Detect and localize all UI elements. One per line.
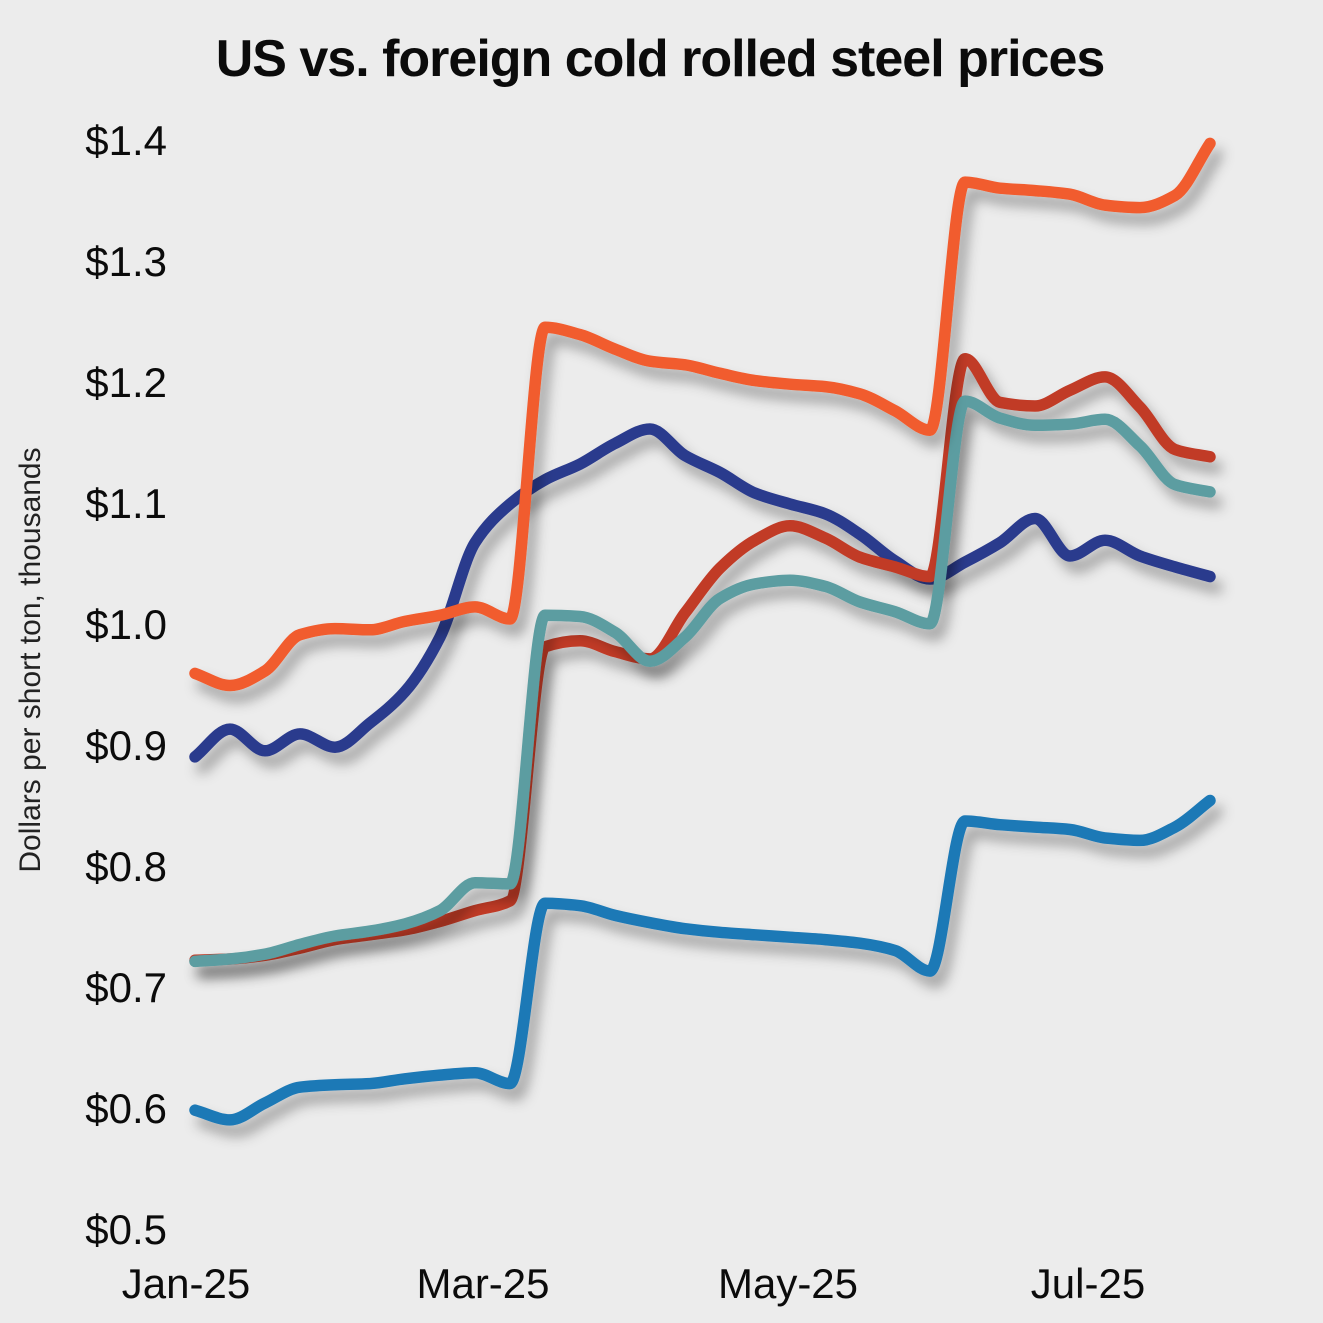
series-lines — [189, 137, 1216, 1126]
line-teal — [189, 395, 1216, 968]
y-tick-0.7: $0.7 — [85, 964, 167, 1011]
x-tick-jul25: Jul-25 — [1031, 1260, 1145, 1307]
y-tick-1.1: $1.1 — [85, 480, 167, 527]
y-tick-1.2: $1.2 — [85, 359, 167, 406]
line-light-blue — [189, 794, 1216, 1126]
y-tick-1.4: $1.4 — [85, 117, 167, 164]
y-tick-0.8: $0.8 — [85, 843, 167, 890]
y-tick-0.6: $0.6 — [85, 1085, 167, 1132]
y-tick-1.3: $1.3 — [85, 238, 167, 285]
line-navy — [189, 423, 1216, 763]
y-axis-tick-labels: $1.4 $1.3 $1.2 $1.1 $1.0 $0.9 $0.8 $0.7 … — [85, 117, 167, 1253]
y-tick-0.5: $0.5 — [85, 1206, 167, 1253]
line-orange — [189, 137, 1216, 692]
x-tick-may25: May-25 — [718, 1260, 858, 1307]
x-tick-jan25: Jan-25 — [122, 1260, 250, 1307]
y-tick-1.0: $1.0 — [85, 601, 167, 648]
chart-title: US vs. foreign cold rolled steel prices — [216, 30, 1105, 88]
y-tick-0.9: $0.9 — [85, 722, 167, 769]
y-axis-title: Dollars per short ton, thousands — [14, 447, 47, 872]
x-axis-tick-labels: Jan-25 Mar-25 May-25 Jul-25 — [122, 1260, 1145, 1307]
x-tick-mar25: Mar-25 — [416, 1260, 549, 1307]
